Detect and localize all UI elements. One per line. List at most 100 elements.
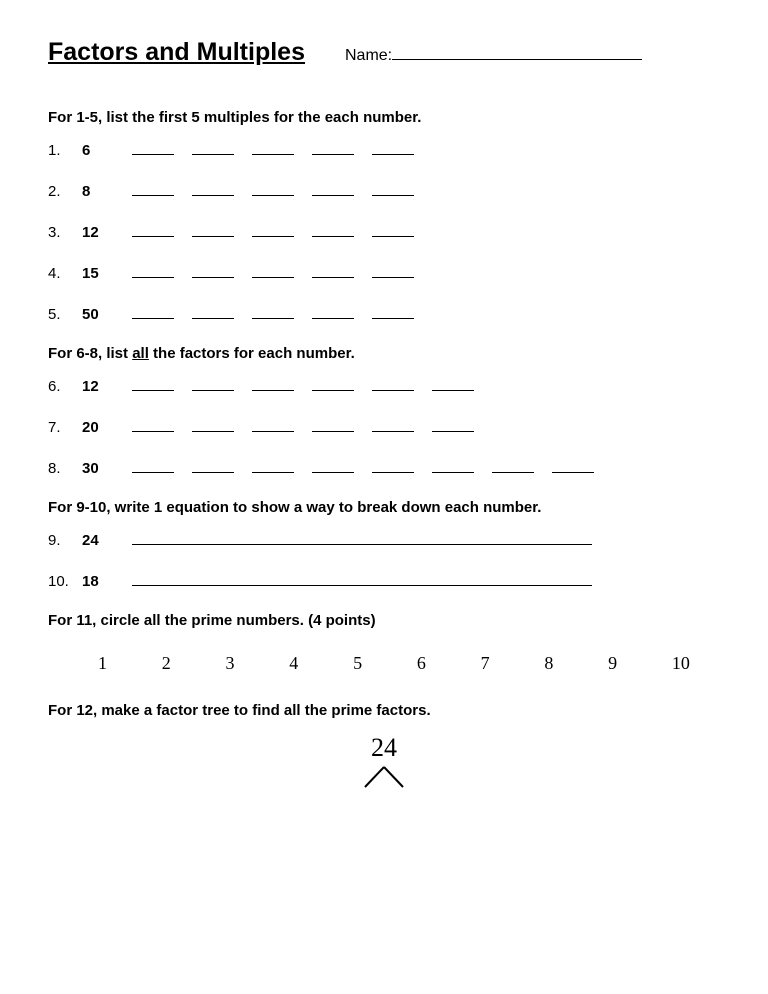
problem-row: 6.12 — [48, 376, 720, 395]
name-blank-line[interactable] — [392, 59, 642, 60]
problem-number: 2. — [48, 183, 82, 200]
problem-row: 7.20 — [48, 417, 720, 436]
section5-instructions: For 12, make a factor tree to find all t… — [48, 702, 720, 719]
answer-blank[interactable] — [492, 458, 534, 473]
answer-blank[interactable] — [132, 458, 174, 473]
prime-candidate[interactable]: 5 — [353, 653, 362, 674]
answer-blank[interactable] — [312, 458, 354, 473]
answer-blank[interactable] — [312, 140, 354, 155]
section1-instructions: For 1-5, list the first 5 multiples for … — [48, 109, 720, 126]
problem-row: 8.30 — [48, 458, 720, 477]
answer-blank[interactable] — [312, 376, 354, 391]
worksheet-page: Factors and Multiples Name: For 1-5, lis… — [0, 0, 768, 824]
answer-blank[interactable] — [252, 376, 294, 391]
answer-blank[interactable] — [252, 181, 294, 196]
problem-value: 15 — [82, 265, 132, 282]
answer-blank[interactable] — [312, 263, 354, 278]
problem-number: 9. — [48, 532, 82, 549]
problem-value: 30 — [82, 460, 132, 477]
prime-candidate[interactable]: 9 — [608, 653, 617, 674]
factor-tree: 24 — [48, 733, 720, 794]
problem-value: 12 — [82, 378, 132, 395]
answer-blank[interactable] — [132, 181, 174, 196]
answer-blank[interactable] — [252, 222, 294, 237]
answer-blank[interactable] — [192, 222, 234, 237]
answer-blank[interactable] — [252, 263, 294, 278]
answer-blank[interactable] — [312, 304, 354, 319]
answer-line[interactable] — [132, 530, 592, 545]
answer-blanks — [132, 376, 474, 391]
section4-instructions: For 11, circle all the prime numbers. (4… — [48, 612, 720, 629]
problem-number: 3. — [48, 224, 82, 241]
answer-blank[interactable] — [312, 417, 354, 432]
answer-blank[interactable] — [372, 376, 414, 391]
answer-blank[interactable] — [432, 458, 474, 473]
answer-blank[interactable] — [192, 181, 234, 196]
answer-blank[interactable] — [192, 263, 234, 278]
section1-problems: 1.62.83.124.155.50 — [48, 140, 720, 323]
problem-number: 8. — [48, 460, 82, 477]
answer-blank[interactable] — [372, 304, 414, 319]
answer-blanks — [132, 263, 414, 278]
answer-blanks — [132, 304, 414, 319]
answer-blank[interactable] — [192, 417, 234, 432]
section3-problems: 9.24 10.18 — [48, 530, 720, 590]
factor-tree-branches — [48, 765, 720, 794]
problem-number: 4. — [48, 265, 82, 282]
prime-candidate[interactable]: 3 — [226, 653, 235, 674]
answer-blank[interactable] — [252, 458, 294, 473]
answer-blank[interactable] — [312, 222, 354, 237]
answer-blank[interactable] — [192, 458, 234, 473]
answer-blank[interactable] — [132, 263, 174, 278]
prime-number-row: 1 2 3 4 5 6 7 8 9 10 — [48, 643, 720, 684]
section3-instructions: For 9-10, write 1 equation to show a way… — [48, 499, 720, 516]
prime-candidate[interactable]: 6 — [417, 653, 426, 674]
answer-blank[interactable] — [132, 140, 174, 155]
section2-instr-post: the factors for each number. — [149, 345, 355, 362]
answer-blank[interactable] — [372, 140, 414, 155]
answer-blank[interactable] — [192, 140, 234, 155]
section2-instr-underlined: all — [132, 345, 149, 362]
problem-number: 5. — [48, 306, 82, 323]
problem-value: 20 — [82, 419, 132, 436]
page-title: Factors and Multiples — [48, 38, 305, 67]
answer-blank[interactable] — [132, 222, 174, 237]
answer-blank[interactable] — [432, 417, 474, 432]
answer-blank[interactable] — [192, 376, 234, 391]
section2-instructions: For 6-8, list all the factors for each n… — [48, 345, 720, 362]
answer-blank[interactable] — [372, 181, 414, 196]
problem-row: 10.18 — [48, 571, 720, 590]
prime-candidate[interactable]: 8 — [544, 653, 553, 674]
answer-blank[interactable] — [372, 417, 414, 432]
answer-blank[interactable] — [132, 417, 174, 432]
problem-value: 6 — [82, 142, 132, 159]
factor-tree-root: 24 — [48, 733, 720, 763]
answer-blank[interactable] — [312, 181, 354, 196]
answer-blanks — [132, 458, 594, 473]
prime-candidate[interactable]: 7 — [481, 653, 490, 674]
answer-blank[interactable] — [372, 263, 414, 278]
problem-number: 6. — [48, 378, 82, 395]
answer-line[interactable] — [132, 571, 592, 586]
problem-row: 2.8 — [48, 181, 720, 200]
answer-blanks — [132, 417, 474, 432]
answer-blank[interactable] — [132, 304, 174, 319]
answer-blanks — [132, 222, 414, 237]
answer-blank[interactable] — [552, 458, 594, 473]
answer-blank[interactable] — [252, 304, 294, 319]
prime-candidate[interactable]: 2 — [162, 653, 171, 674]
answer-blank[interactable] — [132, 376, 174, 391]
answer-blank[interactable] — [252, 140, 294, 155]
problem-row: 9.24 — [48, 530, 720, 549]
prime-candidate[interactable]: 10 — [672, 653, 690, 674]
answer-blank[interactable] — [432, 376, 474, 391]
header-row: Factors and Multiples Name: — [48, 38, 720, 67]
section2-instr-pre: For 6-8, list — [48, 345, 132, 362]
prime-candidate[interactable]: 4 — [289, 653, 298, 674]
answer-blank[interactable] — [372, 222, 414, 237]
answer-blank[interactable] — [372, 458, 414, 473]
prime-candidate[interactable]: 1 — [98, 653, 107, 674]
answer-blank[interactable] — [252, 417, 294, 432]
problem-value: 12 — [82, 224, 132, 241]
answer-blank[interactable] — [192, 304, 234, 319]
